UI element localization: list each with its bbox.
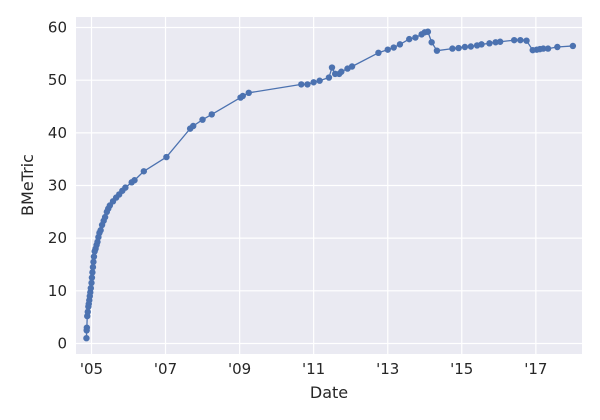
data-point: [89, 269, 96, 276]
data-point: [316, 77, 323, 84]
data-point: [428, 39, 435, 46]
data-point: [478, 41, 485, 48]
y-tick-label: 0: [57, 334, 67, 352]
data-point: [461, 43, 469, 51]
data-point: [190, 122, 197, 130]
x-tick-label: '15: [450, 360, 473, 378]
data-point: [90, 253, 98, 260]
data-point: [424, 28, 432, 35]
y-tick-label: 30: [48, 177, 67, 195]
data-point: [325, 74, 333, 81]
data-point: [496, 38, 504, 45]
data-point: [310, 79, 317, 86]
data-point: [84, 308, 91, 316]
data-point: [486, 40, 493, 47]
data-point: [239, 92, 246, 100]
data-point: [90, 258, 97, 266]
data-point: [163, 153, 170, 161]
data-point: [131, 177, 138, 184]
data-point: [88, 274, 96, 281]
data-point: [88, 279, 95, 287]
data-point: [83, 324, 91, 331]
data-point: [540, 45, 547, 52]
data-point: [523, 37, 530, 44]
y-axis-label: BMeTric: [18, 154, 37, 216]
x-tick-label: '05: [80, 360, 103, 378]
x-tick-label: '13: [376, 360, 399, 378]
data-point: [510, 36, 518, 44]
data-point: [199, 116, 206, 123]
data-point: [87, 284, 95, 292]
data-point: [390, 44, 397, 51]
y-tick-label: 50: [48, 71, 67, 89]
data-point: [348, 63, 356, 70]
data-point: [304, 81, 311, 88]
data-point: [97, 227, 104, 234]
data-point: [406, 35, 413, 43]
grid-lines: [76, 17, 582, 354]
y-tick-label: 20: [48, 229, 67, 247]
x-tick-label: '07: [154, 360, 177, 378]
data-point: [89, 263, 97, 271]
data-point: [338, 68, 345, 75]
x-tick-label: '11: [302, 360, 325, 378]
data-point: [517, 36, 524, 44]
data-point: [328, 64, 336, 71]
data-point: [384, 46, 391, 53]
data-point: [449, 45, 456, 52]
data-point: [245, 89, 252, 97]
data-point: [298, 81, 305, 88]
x-axis-label: Date: [310, 383, 348, 402]
y-tick-label: 10: [48, 282, 67, 300]
y-tick-label: 60: [48, 19, 67, 37]
data-point: [122, 184, 129, 191]
data-point: [412, 34, 419, 41]
data-point: [455, 44, 462, 52]
data-series: [83, 28, 577, 342]
data-point: [83, 335, 90, 342]
data-point: [467, 43, 475, 50]
data-point: [569, 42, 577, 50]
y-tick-label: 40: [48, 124, 67, 142]
data-point: [396, 41, 404, 48]
data-point: [554, 43, 561, 51]
data-point: [544, 45, 552, 52]
data-point: [208, 111, 215, 118]
data-point: [94, 238, 101, 246]
data-point: [140, 168, 148, 175]
data-point: [433, 47, 441, 54]
x-tick-label: '09: [228, 360, 251, 378]
tick-labels: 0 10 20 30 40 50 60 '05 '07 '09 '11 '13 '15 '17: [48, 19, 548, 378]
data-point: [375, 49, 382, 57]
data-point: [101, 213, 109, 221]
x-tick-label: '17: [524, 360, 547, 378]
